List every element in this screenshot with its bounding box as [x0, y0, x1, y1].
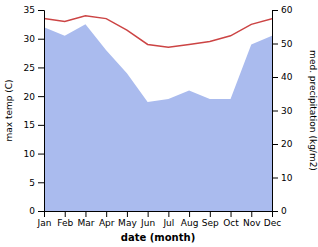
- y-tick-label: 5: [29, 178, 35, 188]
- y2-tick: 60: [272, 5, 293, 15]
- x-tick-mark: [210, 211, 211, 217]
- y2-tick-mark: [272, 10, 278, 11]
- y-tick: 15: [24, 120, 44, 130]
- y2-tick: 30: [272, 106, 293, 116]
- line: [44, 16, 272, 48]
- y2-tick: 10: [272, 173, 293, 183]
- y2-tick-mark: [272, 44, 278, 45]
- y-tick-mark: [38, 10, 44, 11]
- x-tick-label: Sep: [202, 218, 219, 228]
- y-tick-label: 30: [24, 34, 36, 44]
- x-tick-label: Jun: [140, 218, 155, 228]
- y-tick-mark: [38, 182, 44, 183]
- x-tick-mark: [168, 211, 169, 217]
- y-tick: 20: [24, 92, 44, 102]
- chart-container: JanFebMarAprMayJunJulAugSepOctNovDec0510…: [0, 0, 318, 247]
- y-tick: 0: [29, 206, 44, 216]
- x-tick: Mar: [77, 211, 94, 228]
- y2-tick-label: 60: [281, 5, 293, 15]
- chart-svg: JanFebMarAprMayJunJulAugSepOctNovDec0510…: [0, 0, 318, 247]
- x-tick: May: [118, 211, 137, 228]
- y2-tick-label: 50: [281, 39, 293, 49]
- x-tick-label: Mar: [77, 218, 94, 228]
- area: [44, 24, 272, 211]
- x-tick-label: Nov: [243, 218, 261, 228]
- y2-tick-mark: [272, 211, 278, 212]
- x-tick-label: Dec: [264, 218, 281, 228]
- y2-tick: 40: [272, 72, 293, 82]
- x-tick-mark: [148, 211, 149, 217]
- x-axis-title: date (month): [121, 232, 195, 243]
- y-axis: 0 5 10 15 20 25 30 35: [24, 5, 45, 216]
- y-tick-mark: [38, 96, 44, 97]
- x-tick-label: Feb: [57, 218, 73, 228]
- x-tick-label: Oct: [223, 218, 239, 228]
- x-tick-label: May: [118, 218, 137, 228]
- y-tick: 5: [29, 178, 44, 188]
- x-tick: Jul: [162, 211, 174, 228]
- x-tick: Aug: [181, 211, 199, 228]
- y-tick-label: 35: [24, 5, 35, 15]
- y2-tick-mark: [272, 178, 278, 179]
- y2-tick-label: 10: [281, 173, 293, 183]
- y2-tick-label: 20: [281, 139, 293, 149]
- y-tick-label: 15: [24, 120, 35, 130]
- x-axis-line: [45, 212, 273, 218]
- x-tick: Dec: [264, 211, 281, 228]
- y-tick: 30: [24, 34, 44, 44]
- y-tick: 35: [24, 5, 44, 15]
- x-tick-mark: [231, 211, 232, 217]
- y2-axis: 0 10 20 30 40 50 60: [272, 5, 293, 216]
- x-tick-mark: [85, 211, 86, 217]
- y-tick-mark: [38, 154, 44, 155]
- y2-axis-line: [273, 11, 279, 212]
- y-tick-mark: [38, 67, 44, 68]
- x-tick: Sep: [202, 211, 219, 228]
- x-tick-mark: [106, 211, 107, 217]
- x-tick-label: Aug: [181, 218, 199, 228]
- y-tick: 25: [24, 63, 44, 73]
- x-tick-label: Jan: [37, 218, 52, 228]
- y2-axis-title: med. precipitation (kg/m2): [308, 50, 318, 171]
- y2-tick-label: 40: [281, 72, 293, 82]
- y-tick-label: 10: [24, 149, 36, 159]
- x-tick-mark: [251, 211, 252, 217]
- y-axis-title: max temp (C): [4, 79, 14, 141]
- y2-tick: 20: [272, 139, 293, 149]
- x-axis: Jan Feb Mar AprMayJun Jul AugSep Oct NovDec: [37, 211, 282, 228]
- plot: JanFebMarAprMayJunJulAugSepOctNovDec0510…: [4, 5, 318, 243]
- y2-tick: 50: [272, 39, 293, 49]
- x-tick: Apr: [99, 211, 115, 228]
- y2-tick-label: 30: [281, 106, 293, 116]
- y-tick-mark: [38, 211, 44, 212]
- y-tick-mark: [38, 39, 44, 40]
- x-tick: Oct: [223, 211, 239, 228]
- y2-tick-mark: [272, 77, 278, 78]
- y2-tick: 0: [272, 206, 287, 216]
- marks: [44, 16, 272, 211]
- x-tick: Feb: [57, 211, 73, 228]
- y-axis-line: [38, 11, 45, 212]
- x-tick-mark: [189, 211, 190, 217]
- y-tick-label: 25: [24, 63, 35, 73]
- y-tick: 10: [24, 149, 44, 159]
- x-tick: Jun: [140, 211, 155, 228]
- y-tick-label: 0: [29, 206, 35, 216]
- x-tick-mark: [127, 211, 128, 217]
- y2-tick-label: 0: [281, 206, 287, 216]
- y2-tick-mark: [272, 144, 278, 145]
- x-tick-label: Jul: [162, 218, 174, 228]
- x-tick: Nov: [243, 211, 261, 228]
- x-tick-label: Apr: [99, 218, 115, 228]
- x-tick-mark: [65, 211, 66, 217]
- y-tick-mark: [38, 125, 44, 126]
- y-tick-label: 20: [24, 92, 36, 102]
- x-tick: Jan: [37, 211, 52, 228]
- y2-tick-mark: [272, 111, 278, 112]
